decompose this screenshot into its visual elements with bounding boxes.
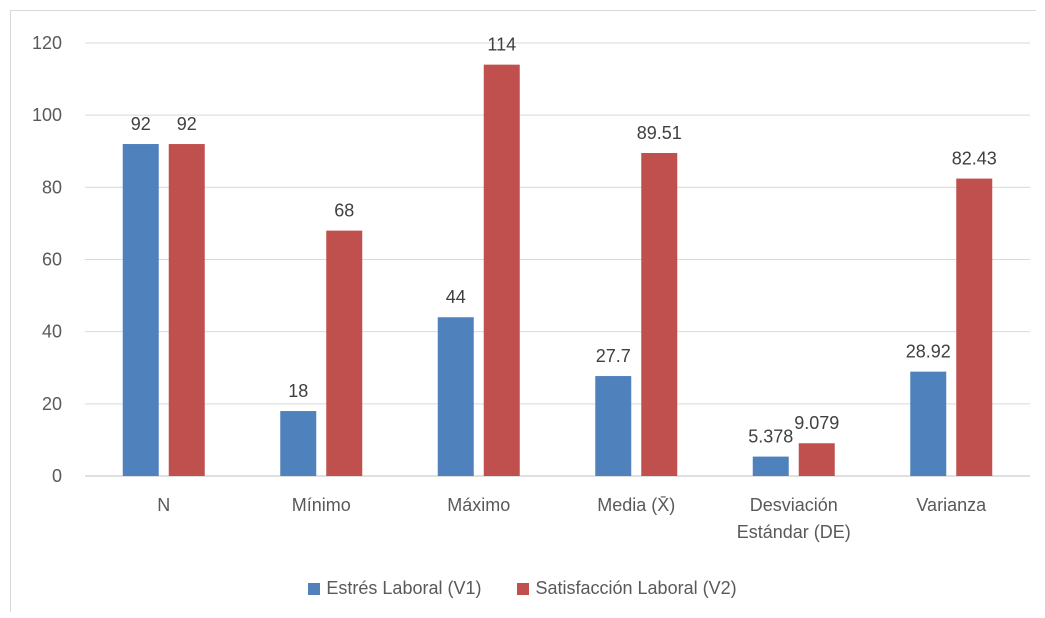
bar-v2 xyxy=(483,64,520,477)
bar-v1 xyxy=(595,376,632,476)
bar-v2 xyxy=(956,178,993,477)
data-label-v2: 68 xyxy=(334,201,354,221)
data-label-v2: 89.51 xyxy=(637,123,682,143)
y-tick-label: 80 xyxy=(42,177,62,197)
data-label-v1: 44 xyxy=(446,287,466,307)
bar-v2 xyxy=(168,144,205,477)
bar-v1 xyxy=(910,371,947,476)
chart-area xyxy=(10,10,1036,612)
bar-v2 xyxy=(641,153,678,477)
y-tick-label: 60 xyxy=(42,250,62,270)
data-label-v1: 92 xyxy=(131,114,151,134)
data-label-v1: 5.378 xyxy=(748,427,793,447)
legend-item-v2: Satisfacción Laboral (V2) xyxy=(517,578,737,599)
x-category-label: Media (X̄) xyxy=(597,495,675,515)
y-tick-label: 100 xyxy=(32,105,62,125)
y-tick-label: 20 xyxy=(42,394,62,414)
legend-swatch-v1 xyxy=(308,582,321,595)
bar-v1 xyxy=(752,456,789,476)
data-label-v2: 114 xyxy=(487,35,516,55)
y-tick-label: 120 xyxy=(32,33,62,53)
bar-v1 xyxy=(280,411,317,476)
legend: Estrés Laboral (V1) Satisfacción Laboral… xyxy=(0,578,1045,599)
x-category-label: Mínimo xyxy=(292,495,351,515)
x-category-label: Estándar (DE) xyxy=(737,522,851,542)
x-category-label: Varianza xyxy=(916,495,987,515)
x-category-label: Máximo xyxy=(447,495,510,515)
data-label-v1: 18 xyxy=(288,381,308,401)
y-tick-label: 0 xyxy=(52,466,62,486)
bar-v2 xyxy=(798,443,835,476)
data-label-v2: 9.079 xyxy=(794,413,839,433)
legend-item-v1: Estrés Laboral (V1) xyxy=(308,578,481,599)
legend-label-v2: Satisfacción Laboral (V2) xyxy=(535,578,737,598)
bar-v1 xyxy=(437,317,474,476)
data-label-v2: 92 xyxy=(177,114,197,134)
data-label-v1: 27.7 xyxy=(596,346,631,366)
data-label-v1: 28.92 xyxy=(906,342,951,362)
legend-swatch-v2 xyxy=(517,582,530,595)
bar-v2 xyxy=(326,230,363,476)
bar-v1 xyxy=(122,144,159,477)
x-category-label: Desviación xyxy=(750,495,838,515)
data-label-v2: 82.43 xyxy=(952,149,997,169)
y-tick-label: 40 xyxy=(42,322,62,342)
x-category-label: N xyxy=(157,495,170,515)
legend-label-v1: Estrés Laboral (V1) xyxy=(326,578,482,598)
